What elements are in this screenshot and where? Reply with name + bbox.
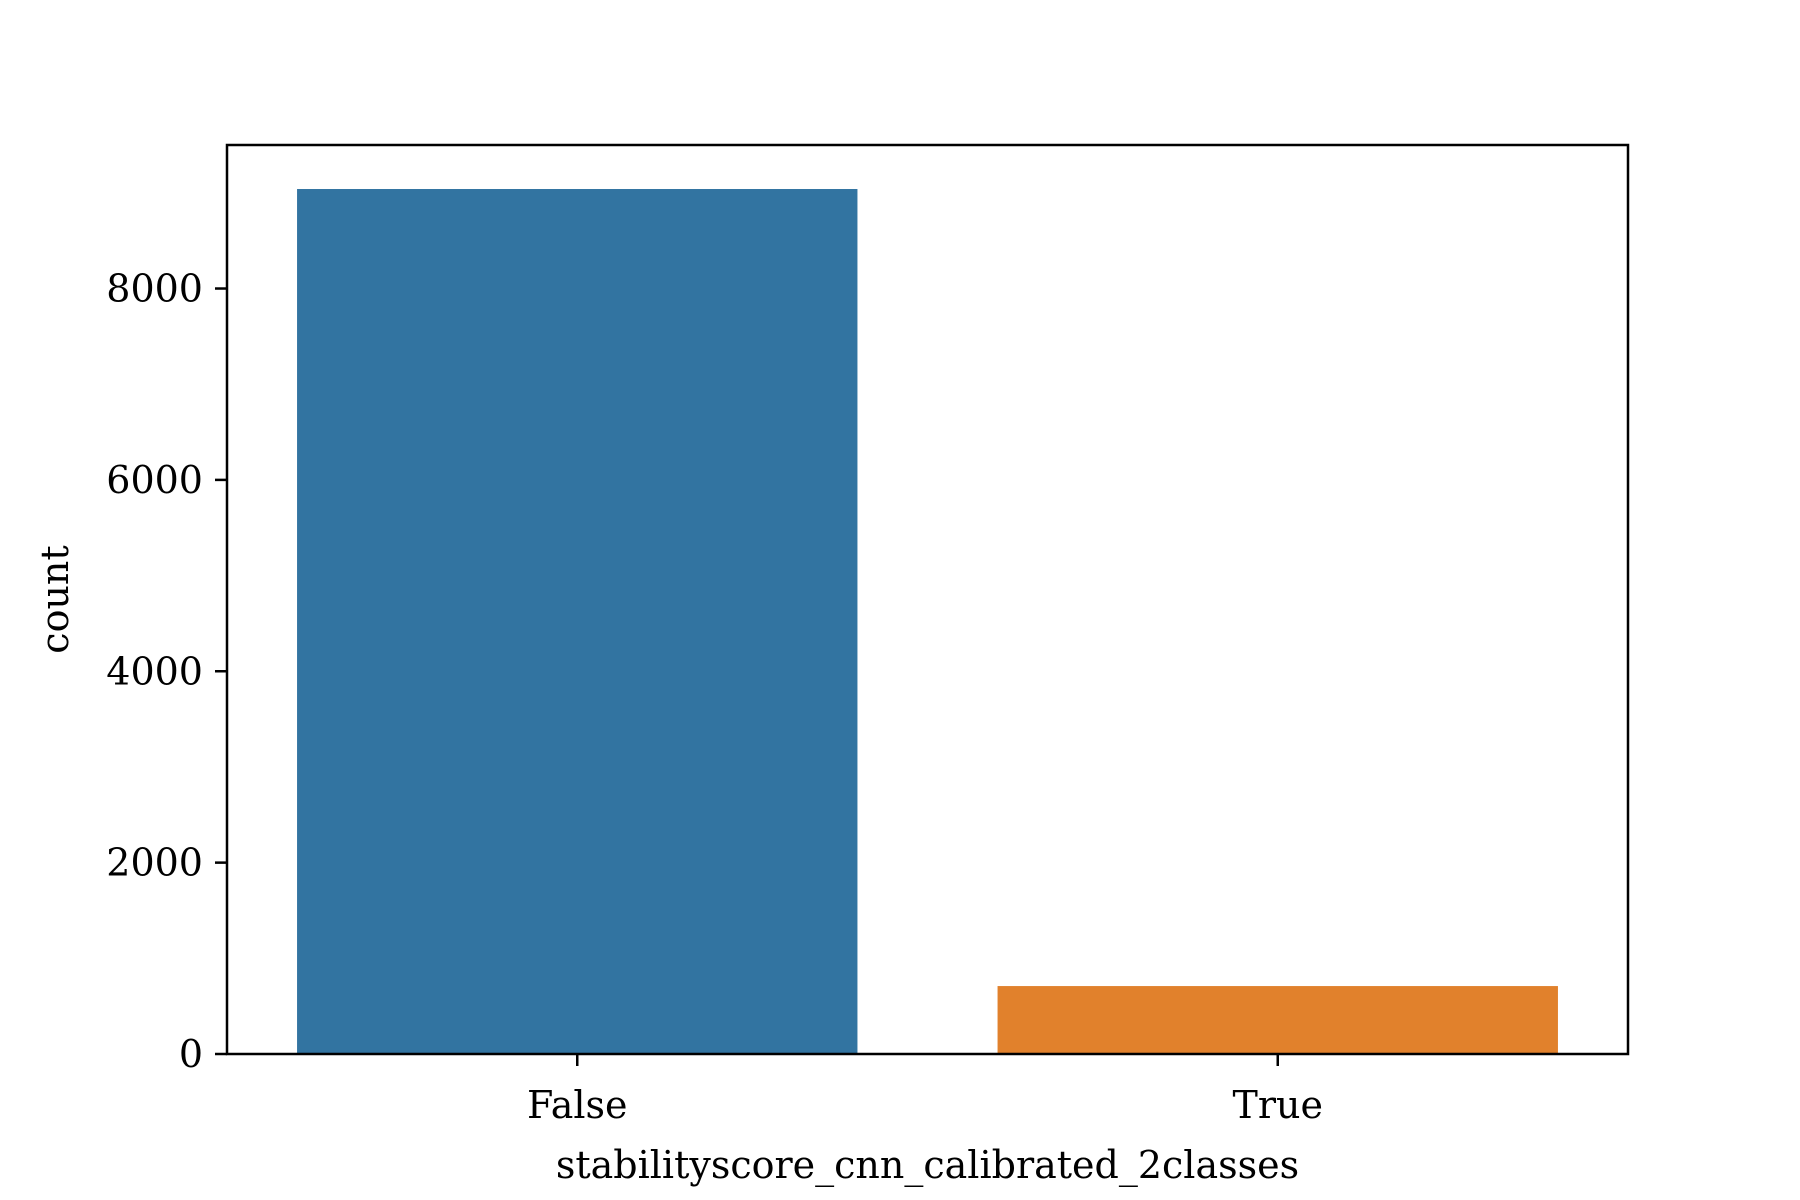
y-axis-label: count [33, 545, 77, 653]
axes-layer: 0 2000 4000 6000 8000 False True [106, 143, 1630, 1127]
x-tick-label: False [527, 1083, 628, 1127]
y-tick-label: 4000 [106, 649, 203, 693]
y-tick-label: 8000 [106, 267, 203, 311]
bar-false [297, 189, 858, 1054]
y-tick-label: 2000 [106, 841, 203, 885]
bars-layer [297, 189, 1558, 1054]
y-tick-label: 6000 [106, 458, 203, 502]
y-tick-label: 0 [179, 1032, 203, 1076]
bar-true [997, 986, 1558, 1054]
x-axis-label: stabilityscore_cnn_calibrated_2classes [556, 1143, 1299, 1188]
axes-frame [225, 143, 1630, 1056]
x-tick-label: True [1233, 1083, 1323, 1127]
